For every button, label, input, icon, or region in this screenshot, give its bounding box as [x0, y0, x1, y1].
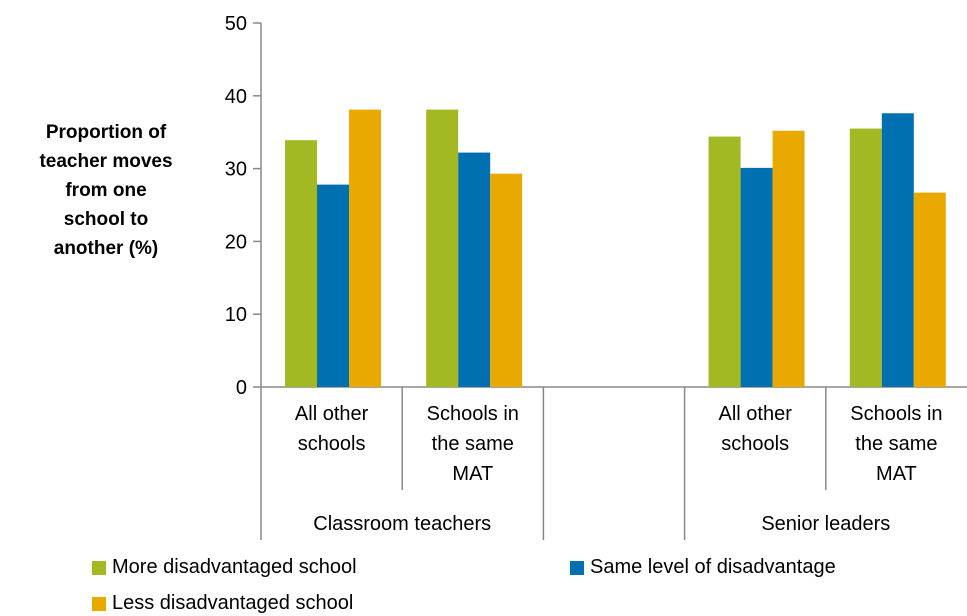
- y-tick-label: 0: [236, 377, 247, 399]
- y-tick-label: 50: [225, 13, 247, 35]
- x-tick-label: schools: [721, 433, 789, 455]
- y-axis-label-line: from one: [65, 180, 147, 201]
- legend: More disadvantaged school Same level of …: [92, 556, 952, 616]
- x-group-label: Classroom teachers: [313, 513, 491, 535]
- x-tick-label: schools: [298, 433, 366, 455]
- x-tick-label: Schools in: [850, 403, 942, 425]
- bar: [490, 173, 523, 387]
- bar: [913, 192, 946, 387]
- x-tick-label: the same: [855, 433, 937, 455]
- y-axis-label-line: teacher moves: [39, 151, 173, 172]
- legend-swatch: [92, 560, 106, 575]
- y-axis-label: Proportion of teacher moves from one sch…: [0, 118, 212, 263]
- bar: [881, 113, 914, 387]
- x-tick-label: All other: [719, 403, 793, 425]
- y-tick-label: 10: [225, 304, 247, 326]
- legend-label: More disadvantaged school: [112, 556, 357, 578]
- bar: [458, 152, 491, 387]
- bar: [849, 128, 882, 387]
- y-tick-label: 30: [225, 159, 247, 181]
- x-group-label: Senior leaders: [761, 513, 890, 535]
- legend-label: Same level of disadvantage: [590, 556, 836, 578]
- bar: [708, 136, 741, 387]
- x-tick-label: MAT: [876, 463, 917, 485]
- x-tick-label: MAT: [452, 463, 493, 485]
- legend-item-more-disadvantaged: More disadvantaged school: [92, 556, 357, 579]
- bar: [317, 184, 349, 387]
- bar: [285, 140, 317, 387]
- bar: [740, 167, 773, 387]
- x-tick-label: Schools in: [427, 403, 519, 425]
- y-tick-label: 20: [225, 231, 247, 253]
- y-tick-label: 40: [225, 86, 247, 108]
- legend-label: Less disadvantaged school: [112, 592, 354, 614]
- bar: [426, 109, 459, 387]
- legend-item-less-disadvantaged: Less disadvantaged school: [92, 592, 353, 615]
- x-tick-label: All other: [295, 403, 369, 425]
- legend-swatch: [570, 560, 584, 575]
- bar-chart: 0 10 20 30 40 50 All other schools Schools in the…: [225, 13, 967, 540]
- y-axis-label-line: Proportion of: [45, 122, 167, 143]
- legend-item-same-level: Same level of disadvantage: [570, 556, 836, 579]
- x-tick-label: the same: [432, 433, 514, 455]
- legend-swatch: [92, 596, 106, 611]
- y-axis-label-line: school to: [63, 209, 149, 230]
- y-axis-label-line: another (%): [53, 238, 159, 259]
- bar: [772, 130, 805, 387]
- bar: [349, 109, 381, 387]
